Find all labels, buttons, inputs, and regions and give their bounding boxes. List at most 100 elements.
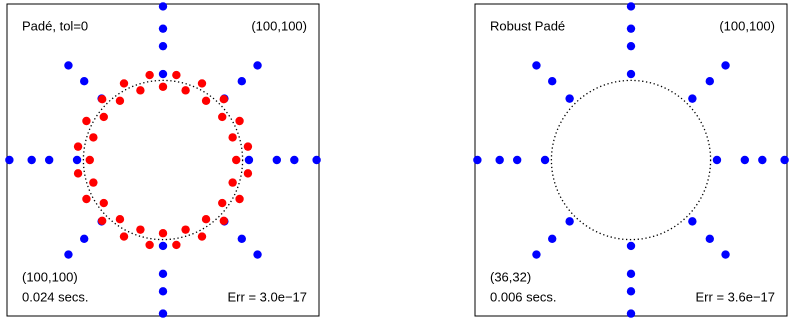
point — [158, 41, 168, 51]
point — [181, 225, 190, 234]
point — [688, 217, 697, 226]
error-label: Err = 3.6e−17 — [696, 289, 776, 304]
point — [512, 155, 522, 165]
point — [540, 155, 550, 165]
point — [5, 155, 14, 165]
point — [721, 61, 730, 70]
point — [80, 77, 89, 86]
degree-label: (100,100) — [251, 18, 307, 33]
point — [158, 309, 168, 318]
points — [5, 2, 321, 318]
point — [626, 287, 636, 296]
point — [197, 232, 207, 241]
point — [85, 155, 94, 165]
point — [219, 216, 229, 226]
point — [80, 234, 89, 243]
point — [244, 155, 254, 165]
point — [89, 178, 98, 187]
point — [218, 198, 227, 208]
point — [712, 155, 722, 165]
time-label: 0.024 secs. — [22, 289, 89, 304]
point — [136, 86, 145, 95]
point — [119, 79, 129, 88]
point — [626, 24, 636, 33]
point — [740, 155, 750, 165]
point — [495, 155, 504, 165]
point — [99, 198, 108, 208]
point — [626, 41, 636, 51]
result-degree: (100,100) — [22, 269, 78, 284]
point — [158, 287, 168, 296]
point — [705, 234, 714, 243]
point — [780, 155, 789, 165]
point — [688, 94, 697, 103]
point — [626, 269, 636, 279]
point — [64, 61, 73, 70]
panel-title: Robust Padé — [490, 18, 565, 33]
point — [626, 2, 636, 11]
point — [235, 194, 244, 204]
panel: Padé, tol=0 (100,100) (100,100) 0.024 secs.… — [5, 2, 321, 318]
point — [228, 178, 237, 187]
point — [158, 269, 168, 279]
point — [82, 194, 91, 204]
point — [272, 155, 282, 165]
point — [115, 96, 125, 105]
point — [64, 250, 73, 259]
point — [44, 155, 54, 165]
point — [705, 77, 714, 86]
point — [158, 69, 168, 79]
panel: Robust Padé (100,100) (36,32) 0.006 secs. Er… — [473, 2, 789, 318]
point — [158, 241, 168, 251]
point — [158, 24, 168, 33]
point — [172, 240, 181, 250]
point — [532, 250, 541, 259]
panel-title: Padé, tol=0 — [22, 18, 88, 33]
error-label: Err = 3.0e−17 — [228, 289, 308, 304]
degree-label: (100,100) — [719, 18, 775, 33]
point — [565, 94, 574, 103]
point — [626, 309, 636, 318]
point — [532, 61, 541, 70]
point — [136, 225, 145, 234]
point — [89, 133, 98, 142]
point — [197, 79, 207, 88]
point — [73, 142, 83, 151]
point — [253, 61, 262, 70]
point — [626, 241, 636, 251]
point — [473, 155, 482, 165]
point — [201, 215, 211, 224]
point — [290, 155, 299, 165]
point — [721, 250, 730, 259]
point — [72, 155, 82, 165]
point — [253, 250, 262, 259]
points — [473, 2, 789, 318]
point — [97, 94, 107, 104]
point — [243, 169, 253, 178]
time-label: 0.006 secs. — [490, 289, 557, 304]
point — [232, 155, 241, 165]
point — [548, 77, 557, 86]
point — [243, 142, 253, 151]
point — [115, 215, 125, 224]
point — [235, 116, 244, 126]
point — [219, 94, 229, 104]
point — [73, 169, 83, 178]
point — [228, 133, 237, 142]
reference-circle — [550, 79, 712, 241]
point — [312, 155, 321, 165]
point — [99, 112, 108, 122]
point — [172, 70, 181, 80]
point — [158, 229, 168, 238]
point — [237, 77, 246, 86]
point — [119, 232, 129, 241]
point — [27, 155, 36, 165]
point — [565, 217, 574, 226]
point — [758, 155, 767, 165]
point — [548, 234, 557, 243]
point — [145, 240, 154, 250]
point — [158, 2, 168, 11]
point — [97, 216, 107, 226]
reference-circle — [82, 79, 244, 241]
